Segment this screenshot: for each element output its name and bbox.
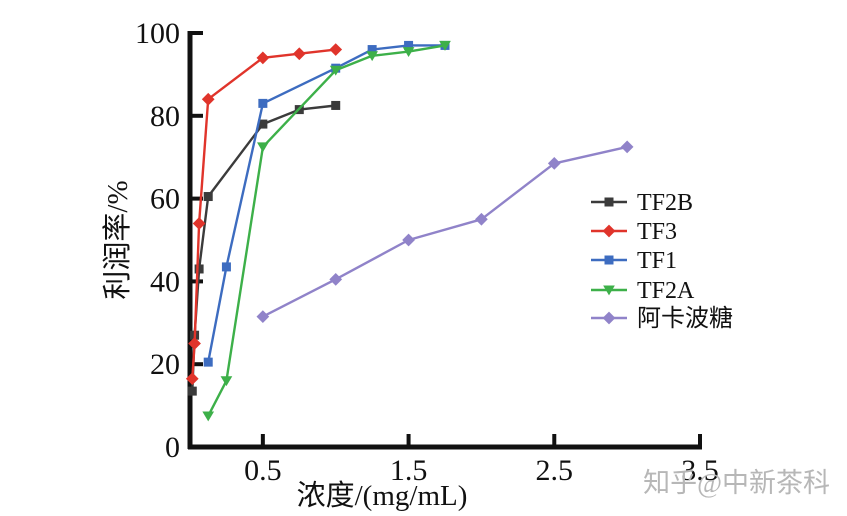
y-tick-label: 20 (150, 348, 180, 381)
series-TF2A-marker (202, 411, 215, 422)
series-阿卡波糖-line (262, 145, 628, 318)
series-TF2B-marker (331, 100, 341, 110)
series-TF2A-marker (439, 40, 451, 51)
x-tick-label: 0.5 (244, 454, 282, 487)
series-TF2A-marker (366, 51, 378, 62)
legend-label: TF3 (637, 219, 677, 245)
series-TF1-marker (367, 45, 377, 55)
series-阿卡波糖-marker (256, 310, 270, 323)
x-tick-label: 3.5 (681, 454, 719, 487)
series-TF1 (203, 40, 450, 367)
legend-marker (602, 224, 616, 238)
y-tick-label: 60 (150, 183, 180, 216)
series-TF2B-marker (187, 386, 197, 396)
series-TF2A-marker (329, 65, 342, 76)
series-阿卡波糖-marker (620, 140, 634, 154)
series-TF2B-marker (258, 119, 268, 129)
legend-item-阿卡波糖: 阿卡波糖 (591, 305, 733, 332)
legend-label: 阿卡波糖 (637, 305, 733, 332)
series-阿卡波糖-marker (329, 272, 343, 286)
series-TF2A (202, 40, 451, 422)
y-axis-title: 利润率/% (101, 180, 134, 299)
series-TF3 (185, 43, 343, 386)
x-axis-title: 浓度/(mg/mL) (297, 479, 468, 512)
legend-item-TF2A: TF2A (591, 278, 695, 304)
series-TF3-marker (192, 217, 206, 230)
series-TF3-marker (185, 372, 199, 386)
series-TF3-marker (292, 47, 306, 61)
series-TF1-marker (258, 98, 268, 108)
legend-marker (604, 255, 614, 265)
legend-label: TF2A (637, 278, 695, 304)
series-TF2B-marker (203, 192, 213, 202)
y-tick-label: 100 (135, 17, 180, 50)
legend-label: TF2B (637, 190, 693, 216)
legend-item-TF1: TF1 (591, 248, 677, 274)
legend-item-TF2B: TF2B (591, 190, 693, 216)
series-TF2A-marker (402, 47, 415, 58)
legend-marker (602, 311, 616, 325)
series-TF2A-marker (257, 142, 269, 153)
y-tick-label: 40 (150, 265, 180, 298)
series-阿卡波糖 (256, 140, 634, 323)
series-TF3-marker (329, 43, 343, 56)
series-TF2A-marker (220, 376, 233, 387)
series-TF1-marker (221, 262, 231, 272)
series-TF3-marker (201, 92, 215, 106)
legend-marker (604, 197, 614, 207)
x-tick-label: 1.5 (390, 454, 428, 487)
series-阿卡波糖-marker (402, 233, 415, 247)
y-tick-label: 80 (150, 100, 180, 133)
series-阿卡波糖-marker (475, 212, 488, 226)
series-TF1-line (207, 44, 445, 363)
series-TF2A-line (207, 44, 446, 417)
series-lines (185, 40, 634, 422)
series-TF1-marker (404, 40, 414, 50)
legend-item-TF3: TF3 (591, 219, 677, 245)
x-tick-label: 2.5 (536, 454, 574, 487)
legend-marker (603, 285, 615, 296)
series-TF2B-marker (194, 264, 204, 274)
watermark: 知乎@中新茶科 (643, 468, 830, 498)
series-TF3-marker (188, 337, 201, 350)
series-TF3-marker (256, 51, 270, 65)
y-tick-label: 0 (165, 431, 180, 464)
legend-label: TF1 (637, 248, 677, 274)
series-TF1-marker (203, 357, 213, 367)
